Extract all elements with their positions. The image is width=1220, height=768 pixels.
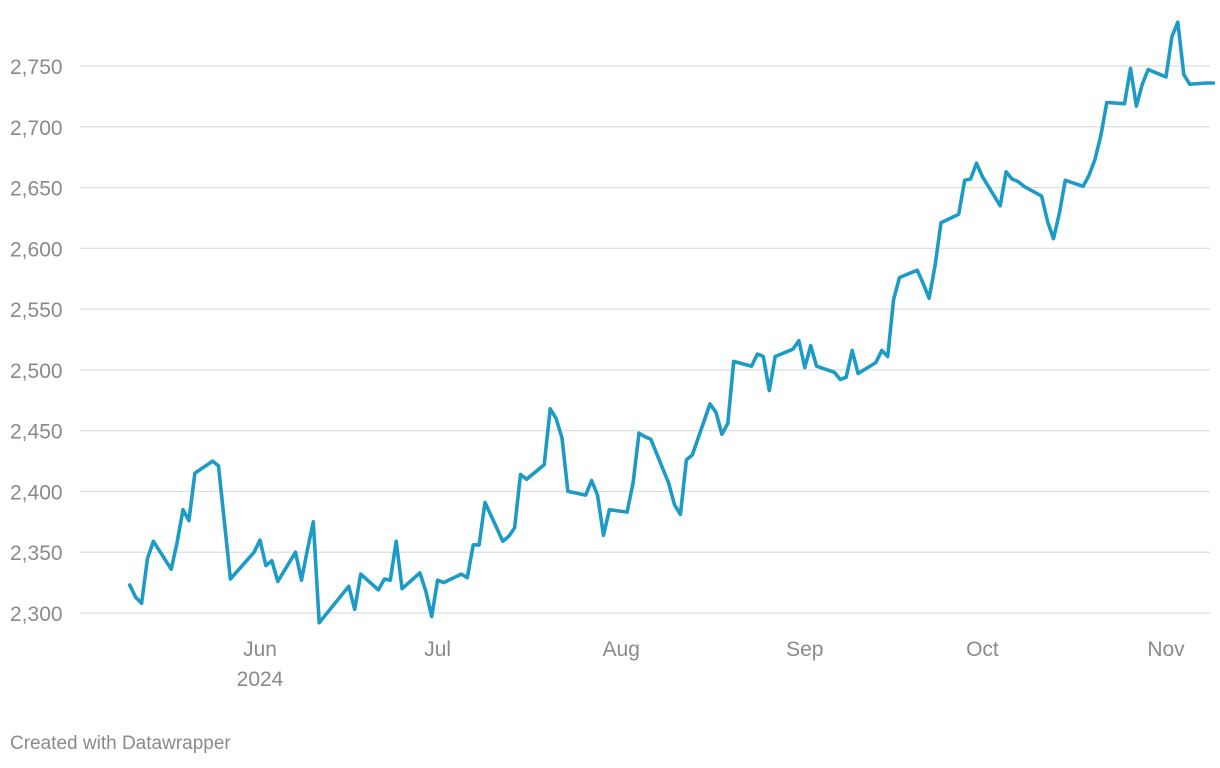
x-tick-label: Sep	[786, 638, 823, 661]
x-axis-ticks: Jun 2024 Jul Aug Sep Oct Nov	[237, 638, 1186, 691]
y-tick-label: 2,450	[10, 421, 63, 444]
y-tick-label: 2,550	[10, 299, 63, 322]
line-chart: 2,300 2,350 2,400 2,450 2,500 2,550 2,600 2,650…	[10, 20, 1216, 691]
y-tick-label: 2,700	[10, 117, 63, 140]
y-axis-ticks: 2,300 2,350 2,400 2,450 2,500 2,550 2,600 2,650…	[10, 56, 63, 626]
x-tick-year-label: 2024	[237, 668, 284, 691]
y-tick-label: 2,350	[10, 542, 63, 565]
credit-text: Created with Datawrapper	[10, 733, 231, 754]
y-tick-label: 2,400	[10, 481, 63, 504]
y-tick-label: 2,500	[10, 360, 63, 383]
y-tick-label: 2,300	[10, 603, 63, 626]
x-tick-label: Jun	[243, 638, 277, 661]
y-tick-label: 2,600	[10, 238, 63, 261]
series-line	[127, 20, 1216, 625]
x-tick-label: Nov	[1147, 638, 1185, 661]
y-tick-label: 2,650	[10, 178, 63, 201]
x-tick-label: Jul	[424, 638, 451, 661]
gridlines	[80, 65, 1210, 614]
x-tick-label: Oct	[966, 638, 999, 661]
x-tick-label: Aug	[603, 638, 640, 661]
y-tick-label: 2,750	[10, 56, 63, 79]
